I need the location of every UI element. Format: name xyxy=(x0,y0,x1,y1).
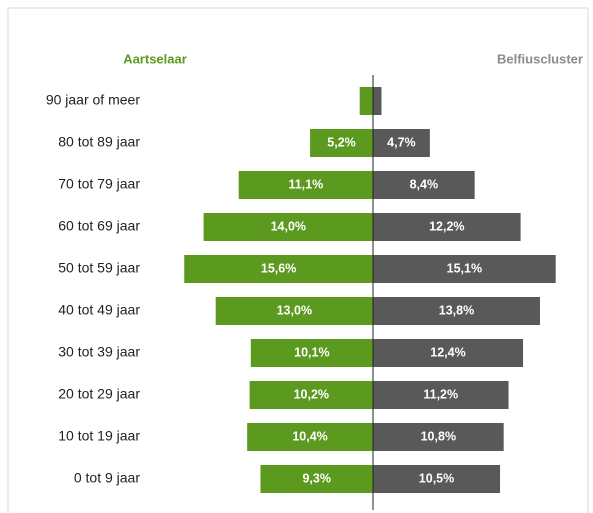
value-label: 10,8% xyxy=(421,429,456,443)
value-label: 5,2% xyxy=(327,135,356,149)
value-label: 15,6% xyxy=(261,261,296,275)
value-label: 13,8% xyxy=(439,303,474,317)
value-label: 10,4% xyxy=(292,429,327,443)
value-label: 12,4% xyxy=(430,345,465,359)
bar xyxy=(249,381,373,409)
category-label: 50 tot 59 jaar xyxy=(58,260,140,276)
category-label: 40 tot 49 jaar xyxy=(58,302,140,318)
bar xyxy=(373,339,524,367)
bar xyxy=(373,129,430,157)
bar xyxy=(247,423,373,451)
bar xyxy=(238,171,373,199)
value-label: 8,4% xyxy=(410,177,439,191)
bar xyxy=(373,171,475,199)
category-label: 20 tot 29 jaar xyxy=(58,386,140,402)
category-label: 90 jaar of meer xyxy=(46,92,140,108)
value-label: 12,2% xyxy=(429,219,464,233)
bar xyxy=(203,213,373,241)
value-label: 11,2% xyxy=(423,387,458,401)
bar xyxy=(373,255,556,283)
value-label: 13,0% xyxy=(277,303,312,317)
value-label: 10,2% xyxy=(294,387,329,401)
value-label: 10,1% xyxy=(294,345,329,359)
category-label: 10 tot 19 jaar xyxy=(58,428,140,444)
bar xyxy=(373,87,382,115)
category-label: 80 tot 89 jaar xyxy=(58,134,140,150)
bar xyxy=(373,381,509,409)
category-label: 70 tot 79 jaar xyxy=(58,176,140,192)
bar xyxy=(310,129,373,157)
value-label: 11,1% xyxy=(288,177,323,191)
bar xyxy=(373,465,501,493)
bar xyxy=(359,87,373,115)
value-label: 14,0% xyxy=(271,219,306,233)
category-label: 30 tot 39 jaar xyxy=(58,344,140,360)
bar xyxy=(184,255,373,283)
series-name-left: Aartselaar xyxy=(123,51,187,66)
category-label: 0 tot 9 jaar xyxy=(74,470,140,486)
value-label: 9,3% xyxy=(302,471,331,485)
bar xyxy=(215,297,373,325)
bar xyxy=(373,297,540,325)
bar xyxy=(260,465,373,493)
value-label: 4,7% xyxy=(387,135,416,149)
bar xyxy=(373,213,521,241)
series-name-right: Belfiuscluster xyxy=(497,51,583,66)
value-label: 15,1% xyxy=(447,261,482,275)
bar xyxy=(373,423,504,451)
chart-frame xyxy=(7,7,589,513)
bar xyxy=(250,339,373,367)
category-label: 60 tot 69 jaar xyxy=(58,218,140,234)
value-label: 10,5% xyxy=(419,471,454,485)
